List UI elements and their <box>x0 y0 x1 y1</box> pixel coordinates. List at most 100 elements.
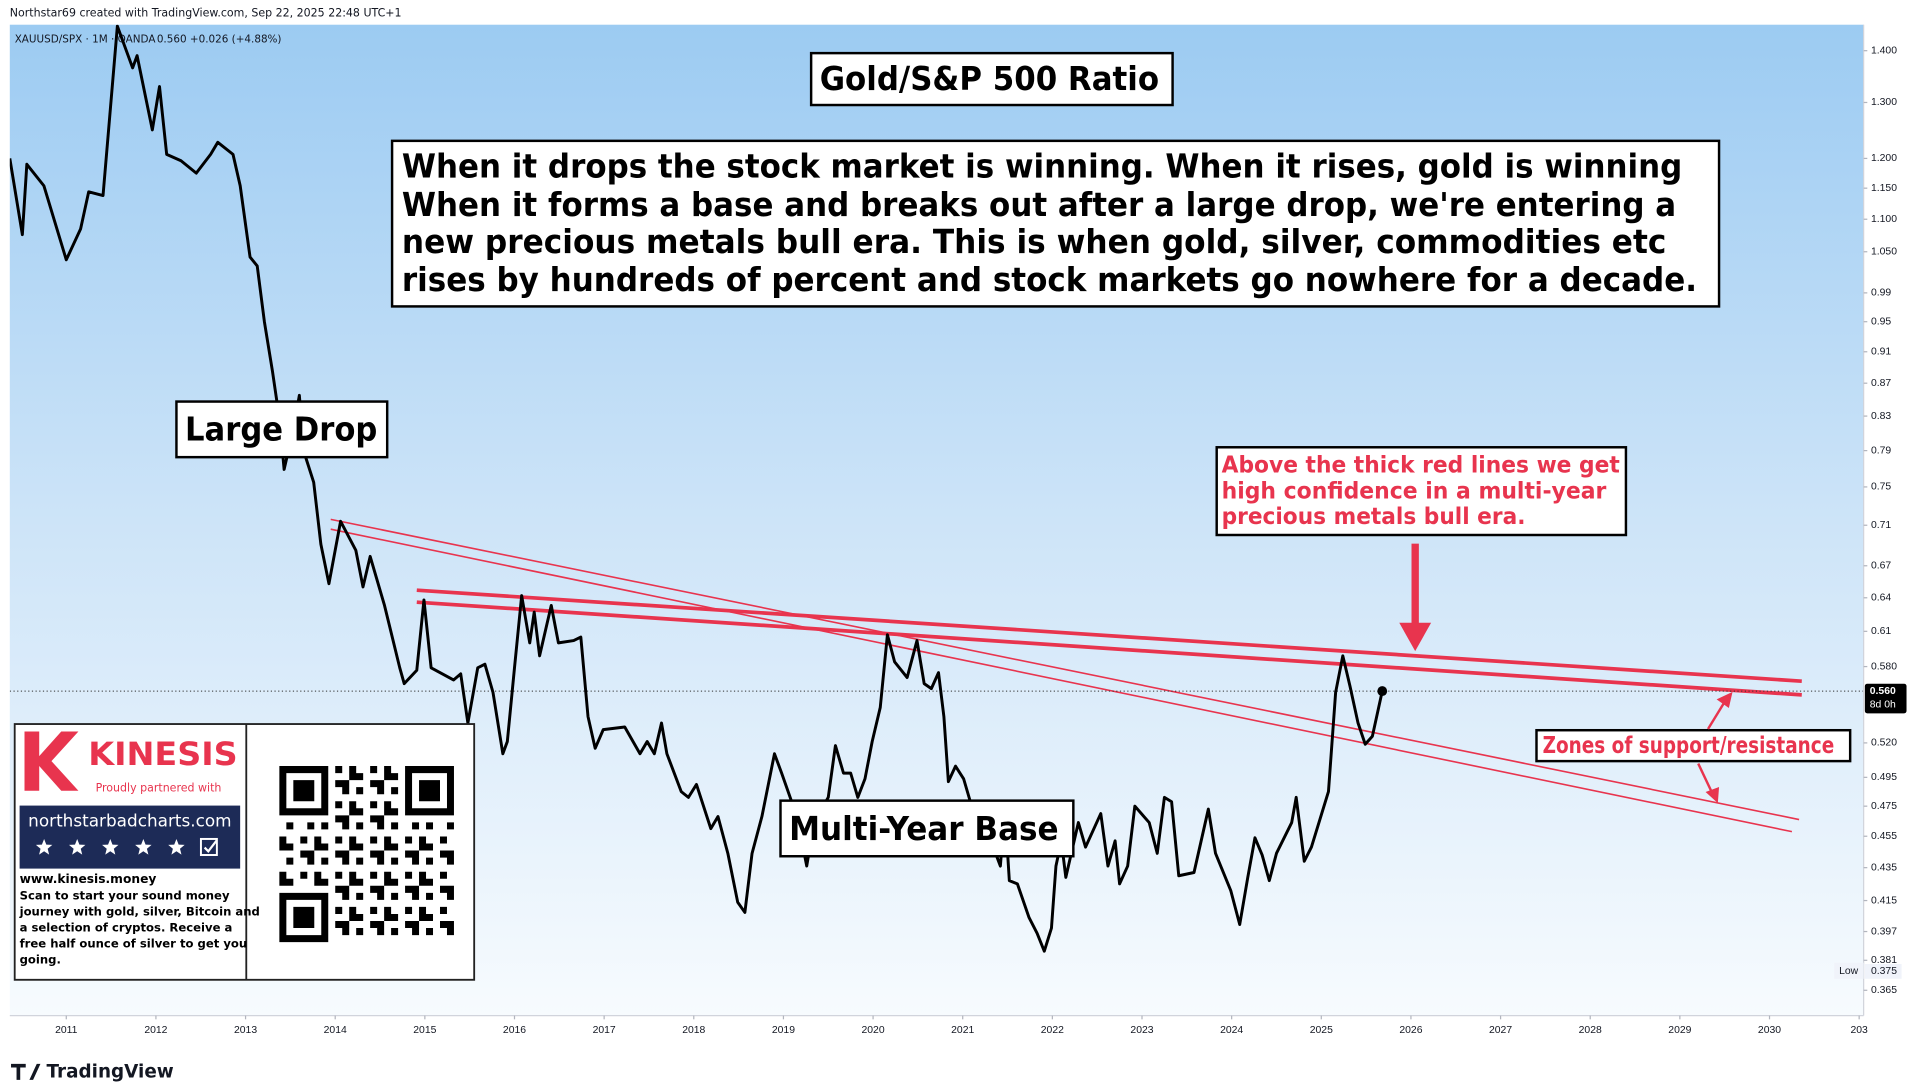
footer-brand: TradingView <box>47 1061 174 1082</box>
blurb: Scan to start your sound money journey w… <box>19 888 260 966</box>
x-tick-label: 2028 <box>1579 1025 1602 1036</box>
arrow-head <box>1705 787 1720 804</box>
star <box>68 838 86 855</box>
y-tick-label: 1.400 <box>1871 45 1897 56</box>
zones-box <box>1535 728 1852 763</box>
chart-title: Gold/S&P 500 Ratio <box>820 59 1159 98</box>
star <box>168 838 185 855</box>
axes: 1.400 1.300 1.200 1.150 1.100 1.050 0.99 0.95 0.… <box>9 24 1907 1036</box>
arrow-head <box>1716 691 1733 708</box>
y-tick-label: 1.050 <box>1871 246 1897 257</box>
arrow-shaft <box>1706 702 1725 730</box>
summary-line: When it drops the stock market is winnin… <box>402 146 1682 185</box>
star <box>135 838 152 855</box>
title-box <box>809 51 1174 107</box>
large-drop-box <box>175 400 389 459</box>
x-tick-label: 203 <box>1850 1025 1868 1036</box>
y-tick-label: 0.475 <box>1871 801 1897 812</box>
low-text: Low <box>1839 966 1859 977</box>
low-value: 0.375 <box>1871 966 1897 977</box>
y-tick-label: 0.415 <box>1871 895 1897 906</box>
x-tick-label: 2011 <box>55 1025 78 1036</box>
y-tick-label: 1.200 <box>1871 153 1897 164</box>
x-tick-label: 2024 <box>1220 1025 1243 1036</box>
trendline <box>330 518 1800 821</box>
y-tick-label: 0.75 <box>1871 482 1891 493</box>
summary-line: When it forms a base and breaks out afte… <box>402 185 1676 224</box>
site: northstarbadcharts.com <box>28 812 231 832</box>
trendline <box>416 600 1802 697</box>
qr-code <box>279 766 454 943</box>
y-tick-label: 0.455 <box>1871 831 1897 842</box>
y-tick-label: 0.61 <box>1871 626 1891 637</box>
star <box>102 838 119 855</box>
x-tick-label: 2029 <box>1668 1025 1691 1036</box>
quote: 0.560 +0.026 (+4.88%) <box>157 34 282 46</box>
low-value-tag <box>1864 963 1902 979</box>
x-tick-label: 2023 <box>1130 1025 1153 1036</box>
x-tick-label: 2014 <box>324 1025 347 1036</box>
y-tick-label: 0.381 <box>1871 955 1897 966</box>
x-tick-label: 2016 <box>503 1025 526 1036</box>
x-tick-label: 2025 <box>1310 1025 1333 1036</box>
price-tag <box>1864 683 1907 714</box>
summary-line: rises by hundreds of percent and stock m… <box>402 260 1697 299</box>
trendline <box>330 528 1793 833</box>
base-box <box>779 799 1075 858</box>
x-tick-label: 2019 <box>772 1025 795 1036</box>
credit: Northstar69 created with TradingView.com… <box>10 7 402 20</box>
y-tick-label: 0.397 <box>1871 926 1897 937</box>
y-tick-label: 1.300 <box>1871 97 1897 108</box>
low-tag <box>1834 962 1864 979</box>
y-tick-label: 0.99 <box>1871 288 1891 299</box>
symbol: XAUUSD/SPX · 1M · OANDA <box>15 34 157 46</box>
blurb-line: going. <box>20 952 61 966</box>
y-tick-label: 0.71 <box>1871 520 1891 531</box>
blurb-line: a selection of cryptos. Receive a <box>20 920 233 934</box>
y-tick-label: 0.580 <box>1871 661 1897 672</box>
note-line: Above the thick red lines we get <box>1222 450 1620 478</box>
x-tick-label: 2021 <box>951 1025 974 1036</box>
x-tick-label: 2022 <box>1041 1025 1064 1036</box>
check-box <box>199 837 218 856</box>
y-tick-label: 0.365 <box>1871 985 1897 996</box>
tv-logo <box>11 1063 41 1080</box>
x-tick-label: 2018 <box>682 1025 705 1036</box>
sponsor-url: www.kinesis.money <box>20 872 157 886</box>
arrows <box>1399 543 1733 804</box>
blurb-line: journey with gold, silver, Bitcoin and <box>19 904 260 918</box>
x-tick-label: 2017 <box>593 1025 616 1036</box>
blurb-line: free half ounce of silver to get you <box>20 936 248 950</box>
note-line: high confidence in a multi-year <box>1222 476 1607 504</box>
summary-line: new precious metals bull era. This is wh… <box>402 222 1666 261</box>
arrow-head <box>1399 622 1432 652</box>
arrow-shaft <box>1411 543 1419 626</box>
price-label: 0.560 <box>1870 686 1896 697</box>
arrow-shaft <box>1697 763 1713 793</box>
sponsor-tagline: Proudly partnered with <box>96 781 222 794</box>
y-tick-label: 0.95 <box>1871 316 1891 327</box>
x-tick-label: 2013 <box>234 1025 257 1036</box>
y-tick-label: 1.100 <box>1871 214 1897 225</box>
logo <box>24 731 79 791</box>
x-tick-label: 2027 <box>1489 1025 1512 1036</box>
y-tick-label: 0.435 <box>1871 862 1897 873</box>
plot <box>9 24 1864 953</box>
check <box>203 839 218 853</box>
blurb-line: Scan to start your sound money <box>20 888 230 902</box>
footer <box>0 1044 1920 1091</box>
y-tick-label: 0.495 <box>1871 772 1897 783</box>
zones-label: Zones of support/resistance <box>1543 731 1835 759</box>
y-tick-label: 0.83 <box>1871 411 1891 422</box>
series-line <box>9 24 1384 953</box>
large-drop-label: Large Drop <box>185 410 377 449</box>
price-countdown: 8d 0h <box>1870 699 1896 710</box>
x-tick-label: 2012 <box>144 1025 167 1036</box>
y-tick-label: 0.520 <box>1871 738 1897 749</box>
note-line: precious metals bull era. <box>1222 502 1526 530</box>
x-tick-label: 2015 <box>413 1025 436 1036</box>
y-tick-label: 0.64 <box>1871 593 1891 604</box>
sponsor-brand: KINESIS <box>88 735 237 773</box>
